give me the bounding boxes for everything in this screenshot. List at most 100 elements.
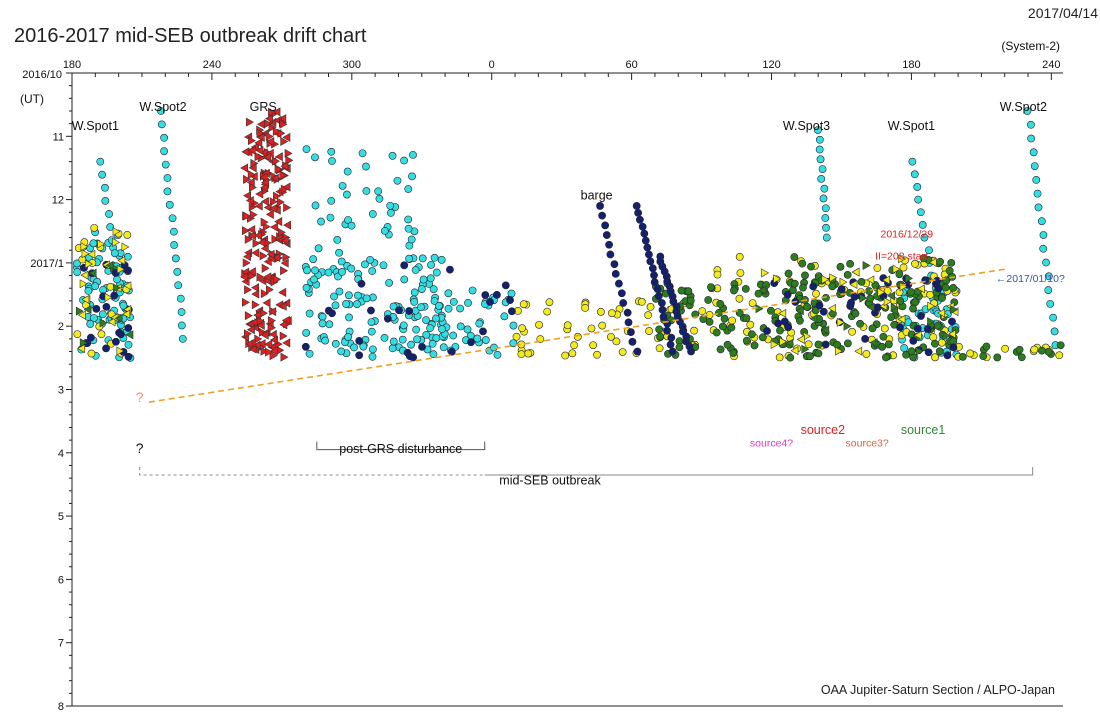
data-point — [368, 345, 377, 354]
data-point — [177, 308, 186, 316]
data-point — [395, 306, 403, 315]
data-point — [399, 321, 408, 330]
data-point — [324, 268, 333, 277]
data-point — [612, 337, 621, 346]
data-point-triangle — [277, 227, 286, 237]
data-point-triangle — [866, 275, 875, 285]
data-point — [400, 261, 409, 270]
data-point — [655, 344, 664, 353]
data-point — [807, 262, 815, 271]
data-point-triangle — [270, 173, 279, 183]
data-point — [638, 222, 647, 231]
data-point — [895, 270, 904, 279]
data-point — [817, 174, 826, 183]
data-point-triangle — [836, 317, 845, 327]
data-point-triangle — [268, 307, 277, 317]
data-point — [328, 157, 336, 165]
data-point — [367, 306, 375, 315]
data-point-triangle — [79, 279, 88, 289]
data-point — [543, 307, 552, 316]
data-point — [178, 334, 187, 343]
y-tick-label: 12 — [52, 195, 64, 207]
data-point — [941, 283, 950, 292]
data-point-triangle — [251, 300, 260, 310]
data-point-triangle — [897, 314, 906, 324]
data-point-triangle — [256, 119, 265, 129]
data-point — [806, 352, 814, 361]
data-point — [518, 324, 526, 333]
chart-title: 2016-2017 mid-SEB outbreak drift chart — [14, 25, 367, 47]
data-point-triangle — [254, 201, 263, 211]
data-point — [607, 309, 616, 318]
data-point-triangle — [758, 285, 767, 295]
data-point — [106, 282, 115, 291]
data-point-triangle — [112, 283, 121, 293]
data-point — [653, 285, 662, 294]
data-point — [655, 325, 664, 334]
data-point — [949, 283, 958, 292]
data-point-triangle — [828, 303, 836, 313]
data-point — [429, 285, 438, 294]
y-tick-label: 5 — [58, 511, 64, 523]
data-point — [124, 340, 133, 349]
data-point — [918, 221, 927, 229]
data-point-triangle — [104, 292, 113, 302]
data-point-triangle — [243, 252, 251, 262]
data-point — [519, 300, 528, 309]
data-point — [400, 156, 408, 165]
data-point — [1039, 244, 1048, 253]
data-point — [1056, 341, 1065, 350]
data-point — [353, 291, 362, 300]
data-point — [628, 337, 637, 346]
data-point — [335, 248, 344, 257]
data-point — [163, 174, 172, 182]
data-point — [102, 344, 110, 353]
data-point — [648, 264, 657, 273]
data-point-triangle — [267, 323, 276, 333]
data-point — [404, 185, 413, 193]
data-point-triangle — [241, 297, 250, 307]
data-point-triangle — [280, 352, 289, 362]
data-point — [644, 311, 652, 320]
data-point-triangle — [242, 226, 250, 236]
data-point — [350, 343, 358, 352]
data-point-triangle — [240, 272, 248, 282]
data-point — [865, 287, 873, 295]
y-tick-label: 3 — [58, 385, 64, 397]
data-point — [385, 278, 393, 287]
data-point — [943, 351, 952, 360]
data-point-triangle — [280, 258, 289, 268]
data-point — [821, 340, 830, 349]
data-point — [1055, 351, 1064, 360]
data-point — [836, 262, 845, 271]
data-point-triangle — [260, 183, 268, 193]
data-point-triangle — [829, 273, 838, 283]
data-point — [931, 339, 939, 348]
data-point — [837, 285, 846, 293]
data-point — [430, 297, 439, 305]
data-point-triangle — [282, 252, 291, 262]
y-tick-label: 11 — [53, 131, 64, 143]
data-point — [884, 340, 893, 349]
data-point — [873, 264, 882, 272]
data-point — [815, 301, 824, 310]
data-point-triangle — [243, 174, 252, 184]
data-point-triangle — [248, 163, 257, 173]
data-point — [818, 165, 827, 174]
data-point-triangle — [255, 189, 264, 199]
data-point — [408, 172, 416, 181]
data-point — [819, 194, 828, 203]
data-point-triangle — [75, 306, 84, 316]
data-point-triangle — [255, 145, 264, 155]
data-point — [379, 261, 388, 270]
data-point — [907, 288, 915, 296]
data-point-triangle — [251, 289, 260, 299]
credit-text: OAA Jupiter-Saturn Section / ALPO-Japan — [821, 683, 1055, 697]
data-point — [619, 299, 628, 307]
data-point-triangle — [256, 320, 265, 330]
data-point-triangle — [79, 338, 88, 348]
data-point — [736, 269, 745, 277]
data-point-triangle — [849, 279, 858, 290]
data-point — [862, 350, 871, 358]
data-point — [911, 259, 919, 268]
